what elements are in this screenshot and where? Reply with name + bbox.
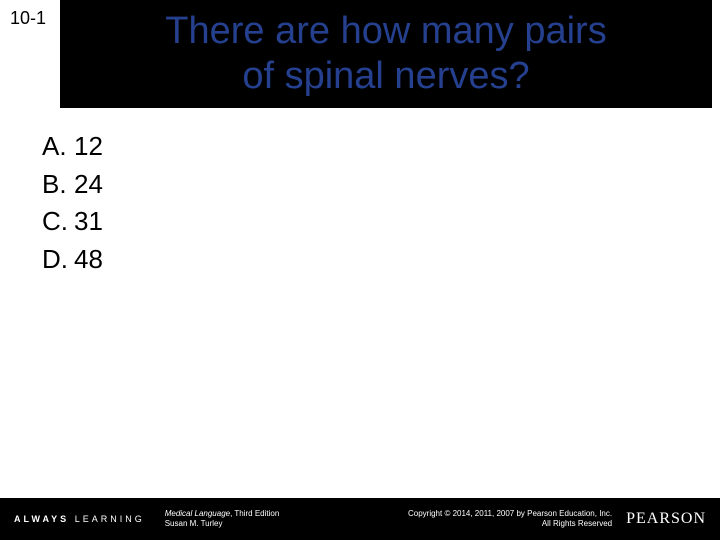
option-letter: B. xyxy=(42,166,74,204)
question-title: There are how many pairs of spinal nerve… xyxy=(165,9,606,99)
answer-options: A.12 B.24 C.31 D.48 xyxy=(42,128,103,279)
title-band: There are how many pairs of spinal nerve… xyxy=(60,0,712,108)
pearson-logo: PEARSON xyxy=(626,510,706,528)
title-line-1: There are how many pairs xyxy=(165,10,606,52)
option-text: 24 xyxy=(74,169,103,199)
copyright-line-2: All Rights Reserved xyxy=(542,519,612,528)
copyright-line-1: Copyright © 2014, 2011, 2007 by Pearson … xyxy=(408,509,612,518)
section-number: 10-1 xyxy=(10,8,46,29)
always-learning-tagline: ALWAYS LEARNING xyxy=(14,514,145,524)
option-letter: D. xyxy=(42,241,74,279)
title-line-2: of spinal nerves? xyxy=(242,55,529,97)
option-letter: A. xyxy=(42,128,74,166)
option-a: A.12 xyxy=(42,128,103,166)
option-letter: C. xyxy=(42,203,74,241)
option-d: D.48 xyxy=(42,241,103,279)
footer-bar: ALWAYS LEARNING Medical Language, Third … xyxy=(0,498,720,540)
book-credit: Medical Language, Third Edition Susan M.… xyxy=(165,509,280,529)
slide: 10-1 There are how many pairs of spinal … xyxy=(0,0,720,540)
book-title: Medical Language xyxy=(165,509,230,518)
copyright: Copyright © 2014, 2011, 2007 by Pearson … xyxy=(408,509,612,529)
option-text: 48 xyxy=(74,244,103,274)
book-edition: , Third Edition xyxy=(230,509,279,518)
option-b: B.24 xyxy=(42,166,103,204)
option-text: 31 xyxy=(74,206,103,236)
always-rest: LEARNING xyxy=(69,514,145,524)
option-c: C.31 xyxy=(42,203,103,241)
option-text: 12 xyxy=(74,131,103,161)
book-author: Susan M. Turley xyxy=(165,519,223,528)
always-bold: ALWAYS xyxy=(14,514,69,524)
